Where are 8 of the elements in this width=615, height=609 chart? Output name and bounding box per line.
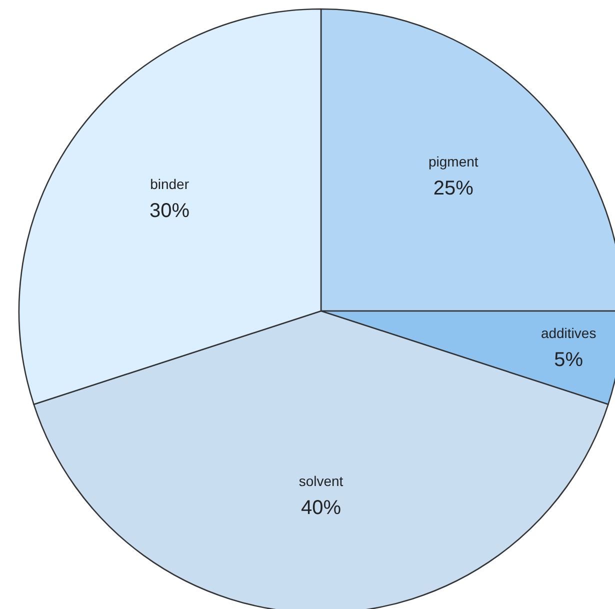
slice-label: additives xyxy=(540,325,596,342)
data-label: 30% xyxy=(150,200,190,222)
slice-label: binder xyxy=(150,176,190,192)
data-label: 5% xyxy=(554,349,584,372)
data-label: 40% xyxy=(300,497,342,520)
slice-label: solvent xyxy=(298,473,344,490)
slice-label: pigment xyxy=(428,154,478,170)
data-label: 25% xyxy=(433,178,474,200)
